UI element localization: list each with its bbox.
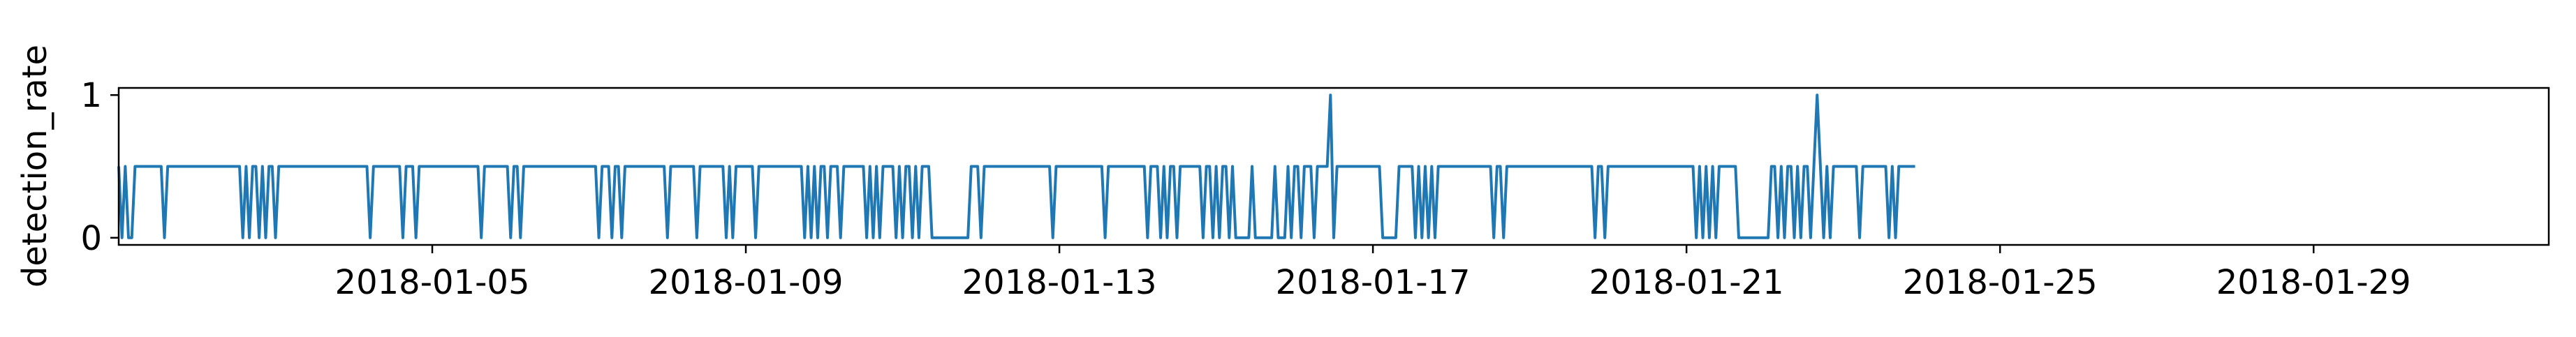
y-tick-label: 1 <box>80 76 102 115</box>
x-tick-label: 2018-01-09 <box>649 263 844 302</box>
y-axis-label: detection_rate <box>15 45 54 287</box>
x-tick-label: 2018-01-29 <box>2216 263 2411 302</box>
axes-frame <box>117 87 2550 246</box>
x-tick-label: 2018-01-17 <box>1276 263 1471 302</box>
y-tick-label: 0 <box>80 219 102 258</box>
y-axis: 01 <box>80 76 119 258</box>
x-axis: 2018-01-05 2018-01-09 2018-01-13 2018-01-17… <box>335 245 2411 302</box>
plot-area <box>117 93 1915 239</box>
x-tick-label: 2018-01-25 <box>1903 263 2098 302</box>
x-tick-label: 2018-01-13 <box>962 263 1157 302</box>
x-tick-label: 2018-01-21 <box>1589 263 1784 302</box>
series-line <box>117 93 1915 239</box>
x-tick-label: 2018-01-05 <box>335 263 530 302</box>
